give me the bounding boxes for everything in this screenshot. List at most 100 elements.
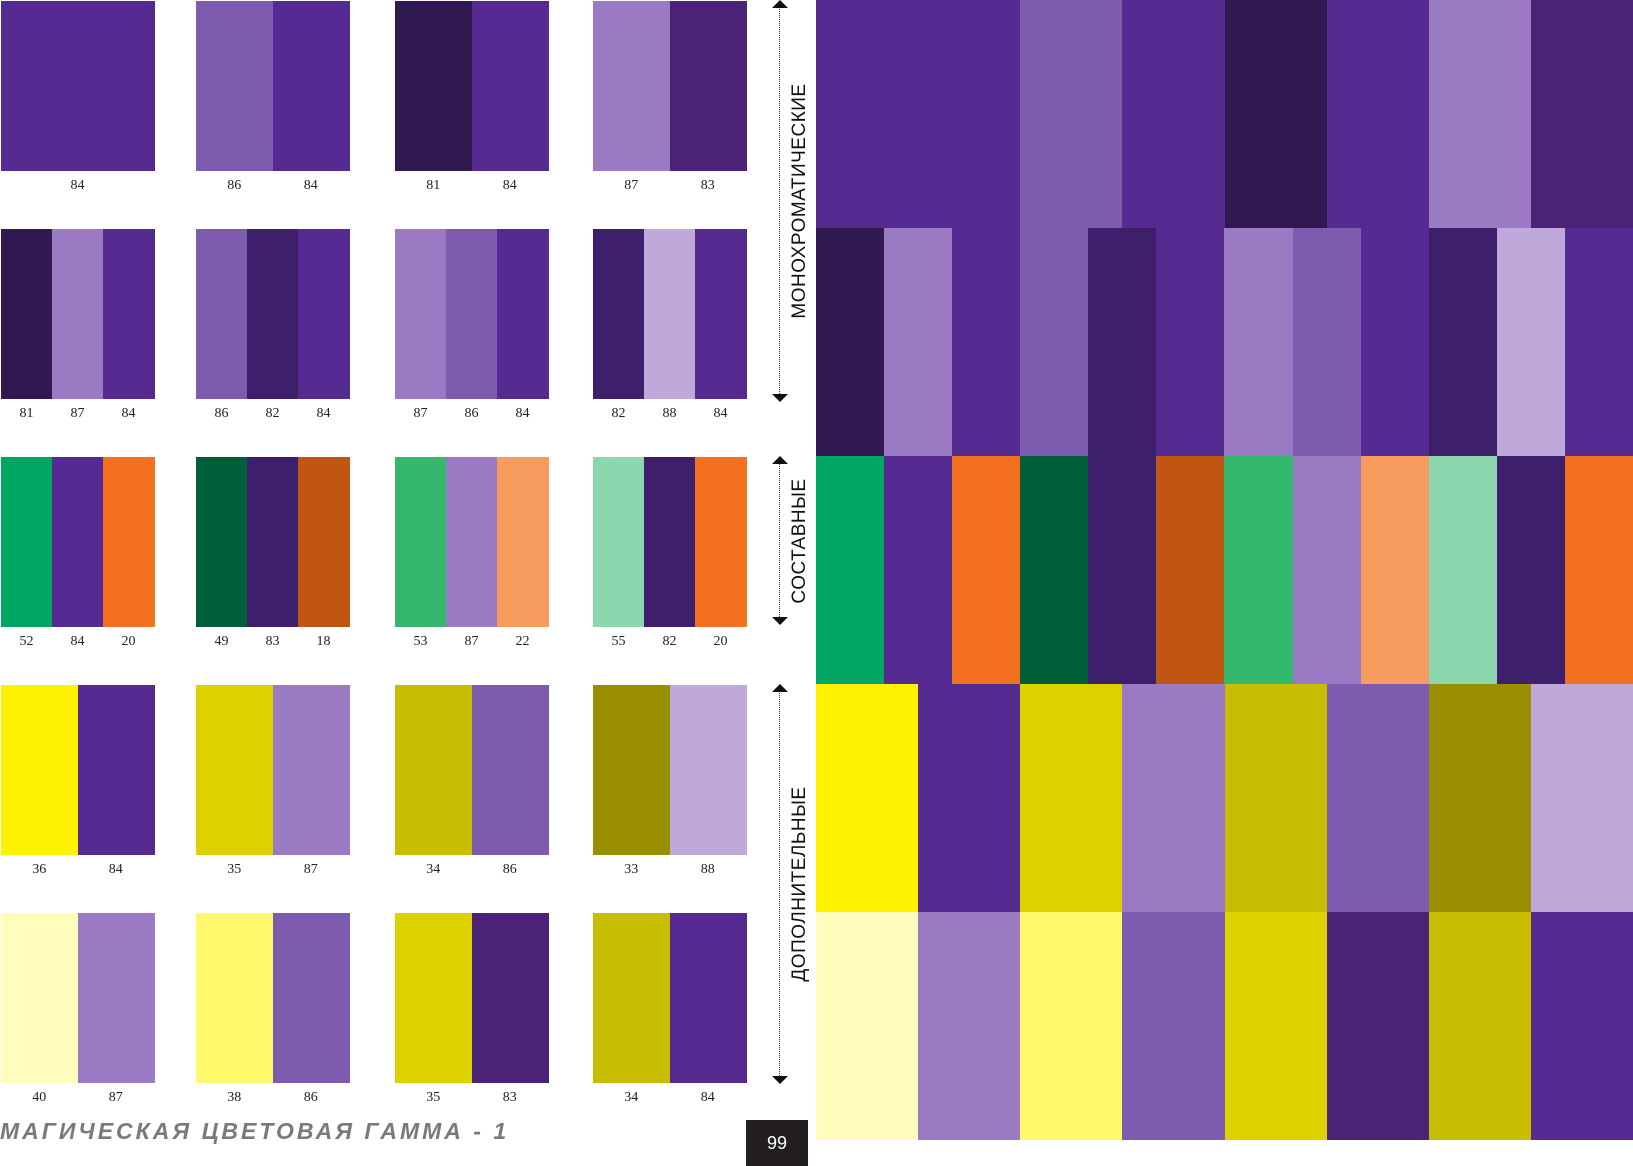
arrow-up-icon	[772, 0, 788, 8]
axis-line	[779, 462, 780, 619]
swatch-stripe	[1, 1, 155, 171]
arrow-down-icon	[772, 1076, 788, 1084]
palette-cell	[1530, 0, 1633, 228]
palette-cell	[1020, 0, 1123, 228]
swatch	[395, 685, 549, 855]
axis-line	[779, 6, 780, 396]
section-label-monochromatic: МОНОХРОМАТИЧЕСКИЕ	[789, 83, 810, 319]
palette-cell	[918, 912, 1021, 1140]
palette-cell	[1224, 228, 1293, 456]
swatch-stripe	[669, 685, 747, 855]
palette-cell	[884, 456, 953, 684]
arrow-up-icon	[772, 684, 788, 692]
palette-cell	[1020, 228, 1089, 456]
swatch	[196, 1, 350, 171]
swatch-stripe	[497, 229, 549, 399]
swatch-code-label: 53	[413, 634, 428, 649]
section-monochromatic: МОНОХРОМАТИЧЕСКИЕ	[760, 0, 816, 402]
palette-cell	[1224, 456, 1293, 684]
swatch-stripe	[1, 913, 78, 1083]
swatch-code-label: 35	[426, 1090, 441, 1105]
swatch-code-label: 36	[32, 862, 47, 877]
swatch-stripe	[247, 229, 299, 399]
swatch-stripe	[644, 229, 696, 399]
swatch-stripe	[52, 229, 104, 399]
swatch-code-label: 83	[700, 178, 715, 193]
swatch-code-label: 38	[227, 1090, 242, 1105]
palette-cell	[816, 228, 885, 456]
swatch-stripe	[1, 229, 53, 399]
palette-row	[816, 228, 1633, 456]
palette-cell	[1020, 456, 1089, 684]
swatch-stripe	[395, 457, 447, 627]
swatch-stripe	[446, 229, 498, 399]
swatch-code-label: 35	[227, 862, 242, 877]
swatch-code-label: 81	[19, 406, 34, 421]
swatch-stripe	[669, 1, 747, 171]
swatch-stripe	[471, 1, 549, 171]
swatch	[593, 1, 747, 171]
palette-cell	[918, 684, 1021, 912]
palette-row	[816, 0, 1633, 228]
swatch-stripe	[103, 457, 155, 627]
arrow-down-icon	[772, 617, 788, 625]
swatch-code-label: 86	[464, 406, 479, 421]
palette-cell	[816, 684, 919, 912]
swatch-stripe	[593, 457, 645, 627]
swatch-stripe	[471, 913, 549, 1083]
palette-cell	[1224, 912, 1327, 1140]
palette-cell	[952, 228, 1021, 456]
palette-cell	[816, 456, 885, 684]
swatch-stripe	[695, 457, 747, 627]
swatch-code-label: 86	[303, 1090, 318, 1105]
swatch-stripe	[593, 685, 670, 855]
palette-cell	[1496, 456, 1565, 684]
swatch-code-label: 84	[700, 1090, 715, 1105]
section-composite: СОСТАВНЫЕ	[760, 456, 816, 625]
swatch-code-label: 86	[502, 862, 517, 877]
palette-cell	[1088, 228, 1157, 456]
swatch	[395, 913, 549, 1083]
page-number: 99	[746, 1120, 808, 1166]
palette-cell	[884, 228, 953, 456]
swatch-stripe	[196, 457, 248, 627]
swatch-stripe	[52, 457, 104, 627]
section-label-complementary: ДОПОЛНИТЕЛЬНЫЕ	[789, 786, 810, 982]
swatch	[593, 457, 747, 627]
swatch-stripe	[247, 457, 299, 627]
swatch-code-label: 84	[108, 862, 123, 877]
palette-cell	[1326, 912, 1429, 1140]
swatch-stripe	[497, 457, 549, 627]
palette-cell	[1530, 912, 1633, 1140]
palette-cell	[1360, 228, 1429, 456]
swatch-code-label: 87	[70, 406, 85, 421]
arrow-up-icon	[772, 456, 788, 464]
palette-cell	[1156, 456, 1225, 684]
palette-cell	[1530, 684, 1633, 912]
palette-cell	[1564, 456, 1633, 684]
color-palette-strip	[816, 0, 1633, 1140]
swatch	[196, 913, 350, 1083]
palette-cell	[1428, 912, 1531, 1140]
palette-cell	[1088, 456, 1157, 684]
palette-cell	[1326, 0, 1429, 228]
swatch-stripe	[593, 229, 645, 399]
section-axis-column: МОНОХРОМАТИЧЕСКИЕ СОСТАВНЫЕ ДОПОЛНИТЕЛЬН…	[760, 0, 816, 1166]
swatch	[196, 457, 350, 627]
palette-row	[816, 912, 1633, 1140]
palette-cell	[1428, 0, 1531, 228]
swatch-code-label: 84	[121, 406, 136, 421]
section-label-composite: СОСТАВНЫЕ	[789, 477, 810, 604]
palette-row	[816, 456, 1633, 684]
palette-cell	[1428, 228, 1497, 456]
swatch	[395, 457, 549, 627]
palette-cell	[1122, 912, 1225, 1140]
swatch-code-label: 20	[121, 634, 136, 649]
swatch-stripe	[272, 913, 350, 1083]
swatch	[593, 913, 747, 1083]
swatch	[593, 685, 747, 855]
swatch-grid: 84 86 84 81 84 87 83 81 87 84 86 82 84 87 86 84 82 88 84 52…	[0, 0, 760, 1166]
swatch-code-label: 34	[426, 862, 441, 877]
swatch-stripe	[196, 913, 273, 1083]
palette-cell	[918, 0, 1021, 228]
